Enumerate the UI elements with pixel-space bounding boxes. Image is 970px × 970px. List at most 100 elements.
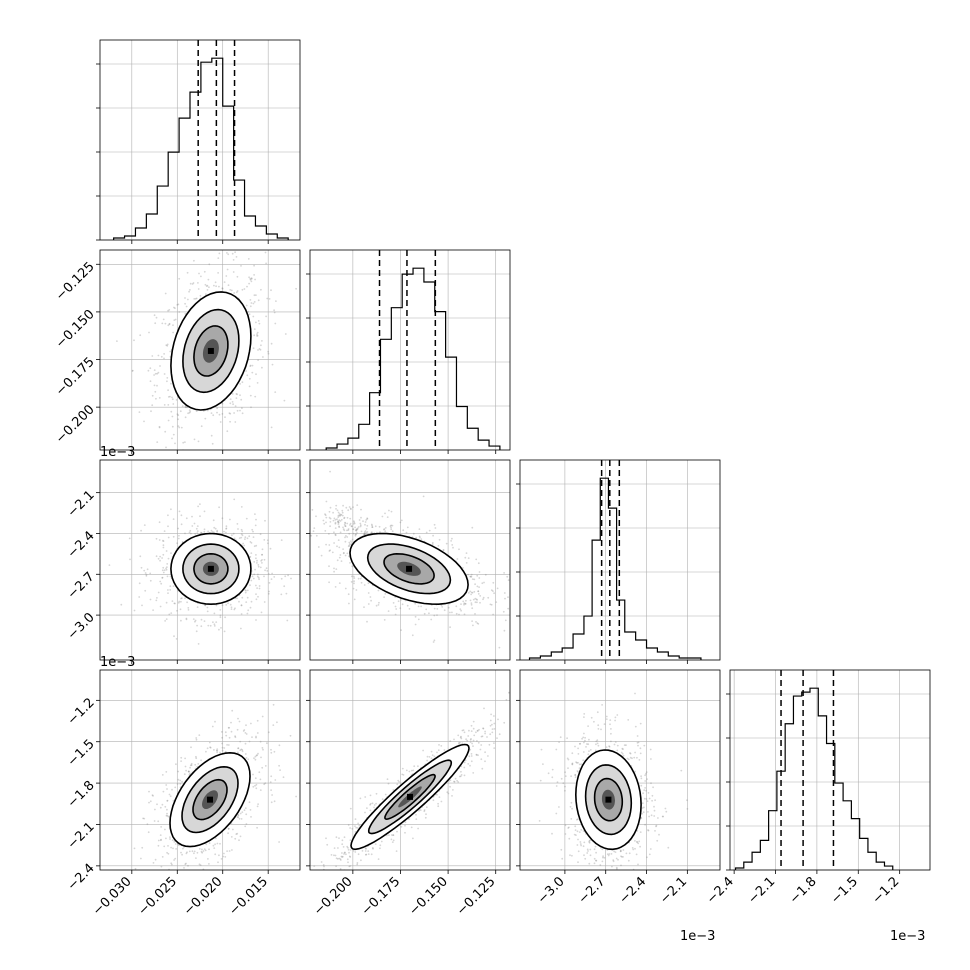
scatter-point xyxy=(233,292,236,294)
scatter-point xyxy=(476,622,479,624)
scatter-point xyxy=(157,591,160,594)
scatter-point xyxy=(271,572,273,575)
scatter-point xyxy=(323,865,325,868)
scatter-point xyxy=(205,843,208,846)
scatter-point xyxy=(149,598,152,601)
scatter-point xyxy=(233,412,236,414)
scatter-point xyxy=(360,530,363,533)
scatter-point xyxy=(333,854,335,857)
scatter-point xyxy=(365,531,368,534)
scatter-point xyxy=(251,575,254,578)
scatter-point xyxy=(334,854,337,857)
scatter-point xyxy=(165,618,168,620)
scatter-point xyxy=(396,783,399,786)
scatter-point xyxy=(354,534,357,537)
histogram-2-2 xyxy=(516,459,721,664)
scatter-point xyxy=(472,720,475,723)
scatter-point xyxy=(469,748,472,751)
scatter-point xyxy=(163,845,166,848)
scatter-point xyxy=(511,608,513,610)
scatter-point xyxy=(185,769,188,772)
scatter-point xyxy=(184,532,186,535)
scatter-point xyxy=(236,290,239,292)
scatter-point xyxy=(209,624,212,627)
scatter-point xyxy=(363,531,366,534)
scatter-point xyxy=(190,746,192,749)
scatter-point xyxy=(462,567,464,569)
scatter-point xyxy=(239,409,241,412)
scatter-point xyxy=(166,575,169,578)
scatter-point xyxy=(152,795,154,797)
scatter-point xyxy=(255,294,257,296)
scatter-point xyxy=(163,357,165,360)
scatter-point xyxy=(234,736,237,739)
scatter-point xyxy=(625,871,627,873)
scatter-point xyxy=(193,850,196,853)
scatter-point xyxy=(498,733,501,736)
scatter-point xyxy=(464,556,467,559)
scatter-point xyxy=(369,794,372,797)
scatter-point xyxy=(148,801,150,804)
scatter-point xyxy=(412,769,415,772)
scatter-point xyxy=(203,528,206,531)
scatter-point xyxy=(254,524,257,527)
scatter-point xyxy=(325,500,328,503)
scatter-point xyxy=(357,853,360,856)
scatter-point xyxy=(366,517,369,520)
scatter-point xyxy=(388,834,390,836)
scatter-point xyxy=(140,566,143,569)
scatter-point xyxy=(185,517,188,520)
panel-frame-2-2 xyxy=(519,459,721,661)
scatter-point xyxy=(227,744,230,746)
scatter-3-1 xyxy=(306,669,511,874)
scatter-point xyxy=(497,718,499,721)
scatter-point xyxy=(471,578,474,580)
scatter-point xyxy=(484,730,486,733)
scatter-point xyxy=(542,763,544,765)
scatter-3-0 xyxy=(96,669,301,874)
scatter-point xyxy=(364,530,367,532)
scatter-point xyxy=(218,413,221,416)
scatter-point xyxy=(290,577,292,580)
scatter-point xyxy=(348,865,351,868)
scatter-point xyxy=(251,528,254,531)
scatter-point xyxy=(212,519,215,522)
scatter-point xyxy=(365,848,367,850)
scatter-point xyxy=(582,736,585,739)
scatter-point xyxy=(149,380,152,383)
scatter-point xyxy=(412,837,414,840)
scatter-point xyxy=(237,751,239,754)
scatter-point xyxy=(161,803,164,806)
scatter-point xyxy=(379,531,381,533)
scatter-point xyxy=(217,257,220,259)
scatter-point xyxy=(492,581,495,584)
scatter-point xyxy=(176,542,179,545)
scatter-point xyxy=(180,597,182,600)
scatter-point xyxy=(207,530,210,533)
scatter-point xyxy=(344,554,347,557)
scatter-point xyxy=(264,569,266,572)
scatter-point xyxy=(258,587,261,590)
scatter-point xyxy=(333,570,335,573)
scatter-point xyxy=(333,531,335,534)
scatter-point xyxy=(633,756,636,759)
scatter-point xyxy=(381,515,384,518)
scatter-point xyxy=(315,534,318,537)
scatter-point xyxy=(170,410,173,413)
scatter-point xyxy=(253,545,256,548)
scatter-point xyxy=(436,793,438,796)
scatter-point xyxy=(371,802,374,805)
scatter-point xyxy=(450,540,452,542)
scatter-point xyxy=(216,411,218,414)
scatter-point xyxy=(201,848,203,851)
scatter-point xyxy=(487,596,490,599)
scatter-point xyxy=(213,531,215,534)
scatter-point xyxy=(254,755,257,758)
scatter-point xyxy=(195,857,197,859)
scatter-point xyxy=(188,773,191,776)
scatter-point xyxy=(355,529,358,531)
scatter-point xyxy=(178,844,180,847)
scatter-point xyxy=(415,818,418,820)
scatter-point xyxy=(346,858,349,861)
scatter-point xyxy=(224,416,226,418)
